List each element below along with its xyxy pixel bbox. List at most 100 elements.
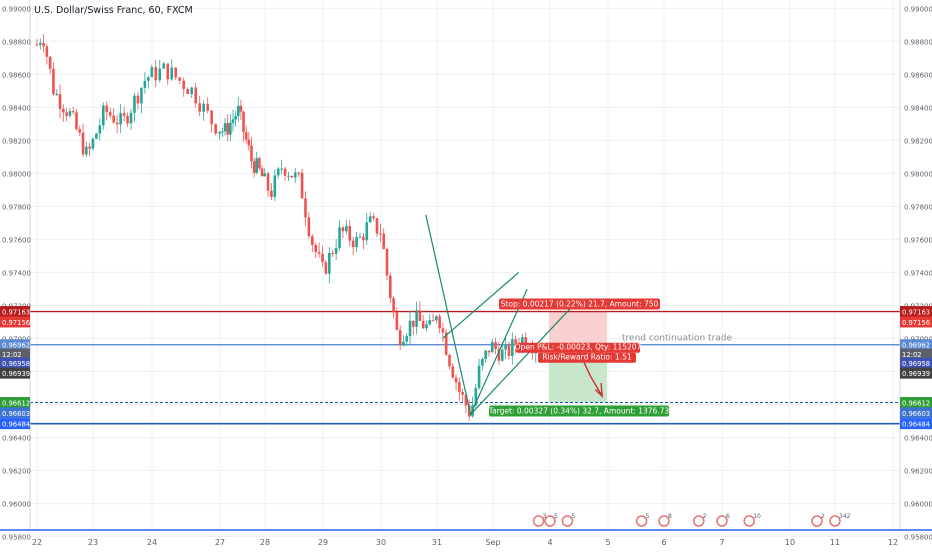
candle-body <box>42 42 45 47</box>
candle-body <box>101 105 105 126</box>
x-tick-label: 12 <box>888 538 898 547</box>
wedge-lower-channel <box>470 305 574 415</box>
candle-body <box>223 123 227 132</box>
bid-tag-left <box>0 367 30 379</box>
left-axis-bg <box>0 0 30 550</box>
y-tick-label-left: 0.98000 <box>2 170 31 178</box>
candle-body <box>497 348 501 361</box>
current-tag-right-text: 0.96958 <box>902 360 930 368</box>
candle-body <box>62 108 65 113</box>
y-tick-label-right: 0.98400 <box>904 104 932 112</box>
candle-body <box>250 145 253 162</box>
y-tick-label-left: 0.96000 <box>2 501 31 509</box>
candle-body <box>280 168 283 170</box>
candle-body <box>260 168 264 177</box>
event-count: 2 <box>821 513 825 520</box>
price-levels <box>30 310 900 425</box>
event-marker-icon <box>532 515 545 527</box>
candle-body <box>454 377 458 383</box>
x-tick-label: 30 <box>376 538 386 547</box>
event-count: 6 <box>726 513 730 520</box>
candle-body <box>444 332 448 355</box>
candle-body <box>368 216 372 223</box>
event-count: 3 <box>543 513 547 520</box>
symbol-title: U.S. Dollar/Swiss Franc, 60, FXCM <box>34 5 193 16</box>
economic-events[interactable]: 3 5 5 5 8 2 6 10 2 342 <box>532 513 851 527</box>
y-tick-label-left: 0.96400 <box>2 435 31 443</box>
x-tick-label: 10 <box>785 538 795 547</box>
y-tick-label-left: 0.96200 <box>2 468 31 476</box>
stop-label: Stop: 0.00217 (0.22%) 21.7, Amount: 750 <box>501 300 659 309</box>
candle-body <box>438 316 441 329</box>
candle-body <box>287 175 290 177</box>
candle-body <box>194 87 197 104</box>
candle-body <box>122 113 126 116</box>
countdown-tag-right <box>900 348 932 360</box>
entry-tag-left <box>0 339 30 351</box>
candle-body <box>477 365 481 388</box>
candle-body <box>112 115 115 123</box>
stop-label-bg <box>499 298 660 310</box>
candle-body <box>85 146 88 155</box>
candle-body <box>338 227 341 249</box>
bid-tag-left-text: 0.96939 <box>2 370 30 378</box>
candle-body <box>307 217 311 237</box>
x-tick-label: 28 <box>260 538 270 547</box>
annotation-text: trend continuation trade <box>622 333 733 343</box>
candle-body <box>448 354 451 367</box>
candle-body <box>263 173 266 177</box>
candle-body <box>431 320 435 322</box>
candle-body <box>324 262 328 274</box>
target-label: Target: 0.00327 (0.34%) 32.7, Amount: 13… <box>488 407 670 416</box>
grid <box>30 0 900 538</box>
candle-body <box>252 161 256 173</box>
event-marker-icon <box>693 515 705 527</box>
candle-body <box>119 113 122 125</box>
x-tick-label: Sep <box>485 538 500 547</box>
candle-body <box>348 225 352 241</box>
candle-body <box>78 129 82 133</box>
drawings[interactable] <box>425 214 603 417</box>
rr-label-bg <box>538 352 636 363</box>
y-tick-label-right: 0.98800 <box>904 38 932 46</box>
candle-body <box>247 139 251 146</box>
candle-body <box>425 324 428 329</box>
x-tick-label: 11 <box>830 538 840 547</box>
countdown-tag-right-text: 12:02 <box>902 351 922 359</box>
event-count: 10 <box>753 513 761 520</box>
support-tag-right <box>900 418 932 430</box>
candle-body <box>461 391 464 395</box>
candle-body <box>331 252 335 254</box>
candle-body <box>214 124 217 134</box>
candle-body <box>428 320 432 325</box>
candle-body <box>504 344 507 350</box>
candle-body <box>398 329 402 346</box>
candle-body <box>258 158 261 169</box>
stop-alt-tag-left-text: 0.97156 <box>2 319 30 327</box>
candle-body <box>418 310 422 321</box>
candle-body <box>162 63 166 69</box>
candle-body <box>451 366 455 378</box>
candle-body <box>494 342 497 349</box>
candle-body <box>392 298 395 313</box>
candle-body <box>487 350 491 353</box>
stop-tag-left <box>0 306 30 318</box>
y-tick-label-right: 0.96000 <box>904 501 932 509</box>
entry-tag-right <box>900 339 932 351</box>
candle-body <box>52 68 55 95</box>
candle-body <box>402 341 405 346</box>
target-tag-left-text: 0.96612 <box>2 400 30 408</box>
candle-body <box>283 168 287 176</box>
current-tag-left-text: 0.96958 <box>2 360 30 368</box>
candle-body <box>500 349 504 361</box>
y-tick-label-right: 0.98600 <box>904 71 932 79</box>
target-alt-tag-right-text: 0.96603 <box>902 410 930 418</box>
y-tick-label-left: 0.95800 <box>2 534 31 542</box>
candle-body <box>270 190 273 197</box>
stop-alt-tag-right-text: 0.97156 <box>902 319 930 327</box>
x-tick-label: 27 <box>215 538 225 547</box>
bid-tag-right-text: 0.96939 <box>902 370 930 378</box>
candle-body <box>290 175 294 178</box>
